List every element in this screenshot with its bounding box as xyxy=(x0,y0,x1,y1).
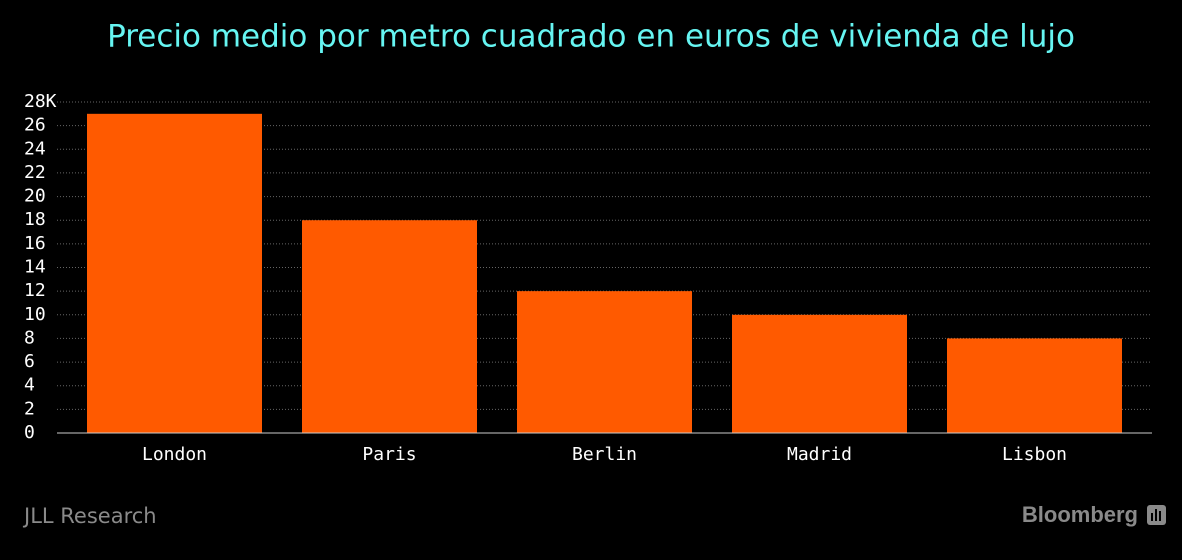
y-tick-label: 2 xyxy=(24,398,35,419)
x-tick-label: London xyxy=(142,444,207,465)
bar xyxy=(302,220,477,433)
chart-title: Precio medio por metro cuadrado en euros… xyxy=(107,19,1075,55)
y-tick-label: 18 xyxy=(24,209,46,230)
y-tick-label: 6 xyxy=(24,351,35,372)
x-tick-label: Paris xyxy=(362,444,416,465)
x-tick-label: Berlin xyxy=(572,444,637,465)
y-tick-label: 22 xyxy=(24,162,46,183)
y-tick-label: 8 xyxy=(24,327,35,348)
brand: Bloomberg xyxy=(1022,502,1138,527)
x-tick-label: Lisbon xyxy=(1002,444,1067,465)
y-tick-label: 16 xyxy=(24,233,46,254)
bar xyxy=(87,113,262,434)
y-tick-label: 10 xyxy=(24,304,46,325)
y-tick-label: 26 xyxy=(24,115,46,136)
bar xyxy=(732,314,907,433)
y-tick-label: 28K xyxy=(24,91,57,112)
x-tick-label: Madrid xyxy=(787,444,852,465)
bar xyxy=(517,291,692,433)
y-tick-label: 12 xyxy=(24,280,46,301)
y-tick-label: 24 xyxy=(24,138,46,159)
source: JLL Research xyxy=(22,504,157,528)
y-tick-label: 14 xyxy=(24,257,46,278)
bar xyxy=(947,338,1122,433)
brand-icon xyxy=(1147,505,1166,525)
y-tick-label: 4 xyxy=(24,375,35,396)
y-tick-label: 20 xyxy=(24,186,46,207)
y-tick-label: 0 xyxy=(24,422,35,443)
